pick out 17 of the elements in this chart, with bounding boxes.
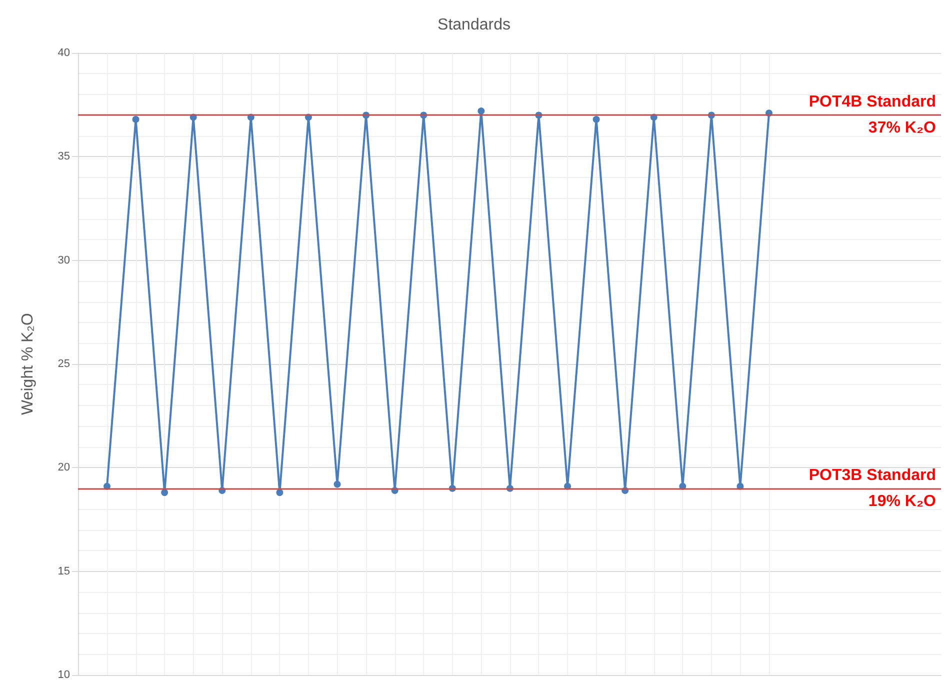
y-tick-label: 40 bbox=[58, 47, 70, 59]
chart-title: Standards bbox=[438, 16, 510, 34]
y-tick-label: 10 bbox=[58, 669, 70, 681]
point bbox=[592, 116, 600, 123]
y-tick-label: 30 bbox=[58, 254, 70, 266]
y-tick-label: 15 bbox=[58, 565, 70, 578]
point bbox=[276, 489, 284, 496]
ref-line-label: POT3B Standard 19% K₂O bbox=[808, 466, 936, 510]
point bbox=[132, 116, 140, 123]
point bbox=[161, 489, 168, 496]
y-tick-label: 20 bbox=[58, 462, 70, 474]
point bbox=[334, 480, 341, 488]
y-axis-title: Weight % K₂O bbox=[20, 313, 36, 415]
y-tick-label: 35 bbox=[58, 150, 70, 163]
y-tick-label: 25 bbox=[58, 358, 70, 370]
ref-line-label: POT4B Standard 37% K₂O bbox=[808, 94, 936, 137]
point bbox=[478, 108, 485, 115]
